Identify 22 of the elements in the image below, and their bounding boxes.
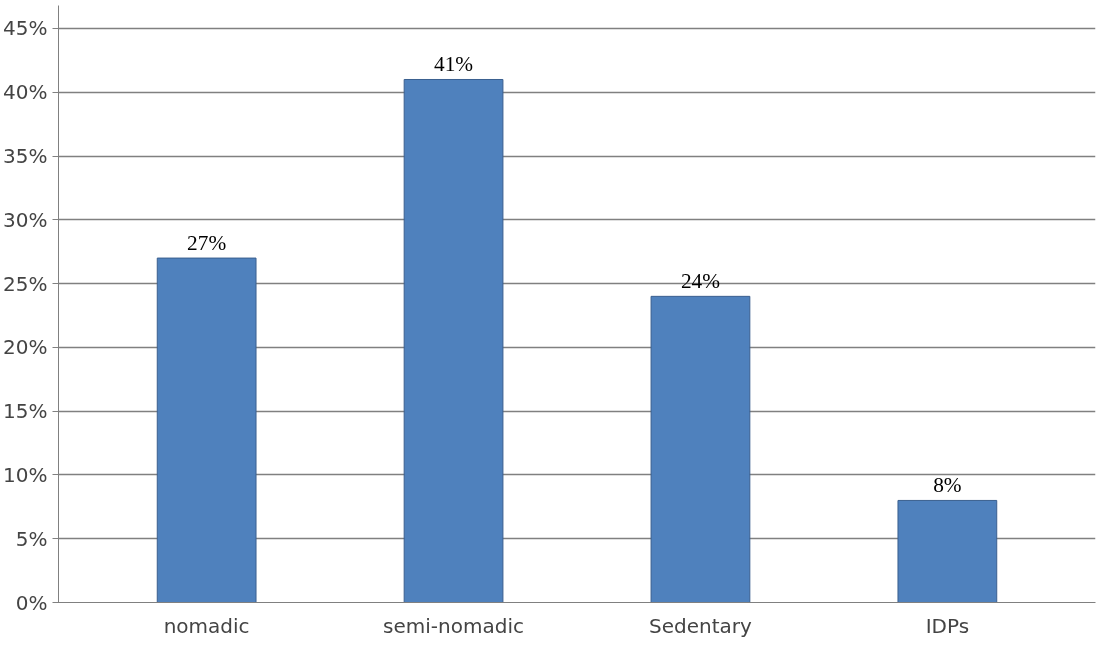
y-tick-label: 20%	[3, 335, 48, 360]
data-label: 27%	[187, 231, 227, 256]
x-tick-label: Sedentary	[649, 613, 753, 638]
y-tick-label: 35%	[3, 144, 48, 169]
y-tick-label: 40%	[3, 80, 48, 105]
bar	[897, 499, 998, 603]
bar	[650, 295, 751, 603]
y-tick-label: 25%	[3, 271, 48, 296]
y-tick-label: 45%	[3, 16, 48, 41]
y-tick-label: 10%	[3, 462, 48, 487]
y-tick-label: 15%	[3, 399, 48, 424]
y-tick-label: 30%	[3, 207, 48, 232]
data-label: 24%	[680, 269, 721, 294]
y-tick-label: 5%	[15, 526, 48, 551]
bar	[403, 78, 504, 603]
x-tick-label: IDPs	[925, 613, 970, 638]
y-tick-label: 0%	[15, 590, 48, 615]
x-tick-label: nomadic	[163, 613, 250, 638]
data-label: 41%	[434, 52, 474, 77]
data-label: 8%	[933, 473, 962, 498]
bar	[156, 257, 257, 603]
x-tick-label: semi-nomadic	[383, 613, 524, 638]
